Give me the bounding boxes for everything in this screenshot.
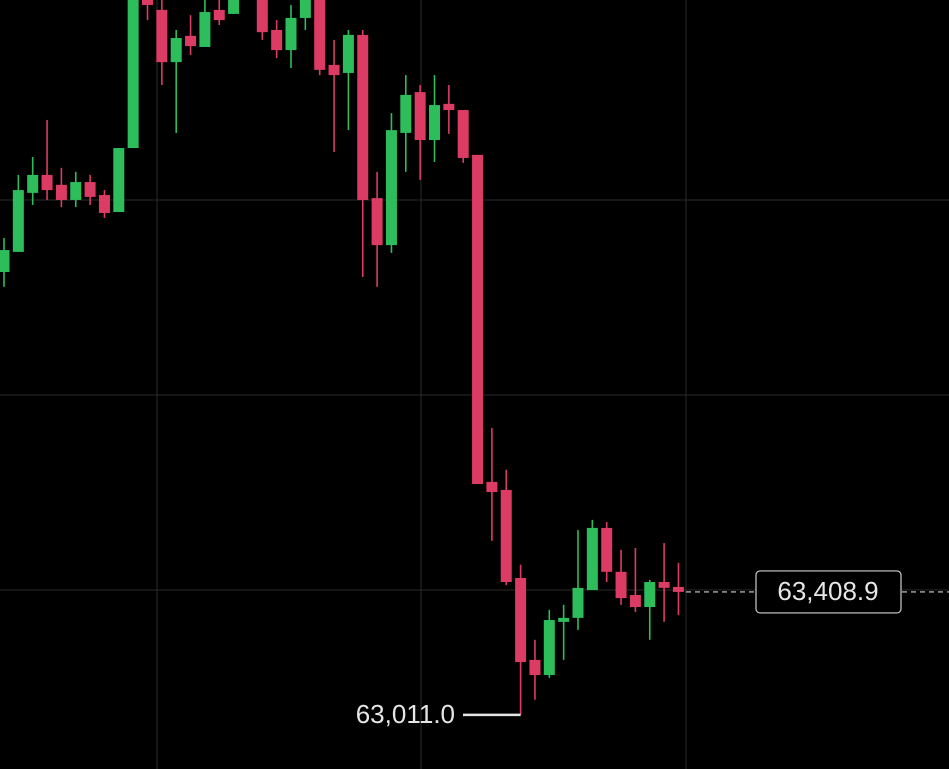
candle-body xyxy=(400,94,412,133)
candle-body xyxy=(113,148,125,213)
candle-body xyxy=(357,34,369,200)
candle-body xyxy=(615,571,627,599)
candle-body xyxy=(314,0,326,70)
candle-body xyxy=(299,0,311,18)
candle-body xyxy=(12,190,24,252)
candle-body xyxy=(98,195,110,213)
candle-body xyxy=(558,617,570,622)
candle-body xyxy=(156,9,168,63)
candle-body xyxy=(672,586,684,592)
last-price-label: 63,408.9 xyxy=(777,576,878,606)
candle-body xyxy=(500,489,512,583)
candle-body xyxy=(55,184,67,200)
candle-body xyxy=(328,64,340,76)
candle-body xyxy=(629,594,641,608)
candles xyxy=(0,0,684,715)
candle-body xyxy=(27,174,39,193)
candle-body xyxy=(486,481,498,493)
candle-body xyxy=(443,103,455,111)
candle-body xyxy=(213,9,225,21)
candle-body xyxy=(572,587,584,618)
overlay: 63,408.9 63,011.0 xyxy=(356,570,949,729)
candle-body xyxy=(285,17,297,51)
candle-body xyxy=(185,35,197,47)
candle-body xyxy=(0,250,10,272)
candle-body xyxy=(385,130,397,246)
candle-body xyxy=(70,182,82,200)
candle-body xyxy=(457,110,469,158)
low-marker-label: 63,011.0 xyxy=(356,699,455,729)
candle-body xyxy=(644,582,656,608)
candle-body xyxy=(41,174,53,191)
candle-body xyxy=(472,154,484,485)
candle-body xyxy=(127,0,139,149)
candle-body xyxy=(414,92,426,141)
candle-body xyxy=(529,659,541,676)
candle-body xyxy=(658,582,670,588)
candle-body xyxy=(601,527,613,572)
candle-body xyxy=(142,0,153,5)
candle-body xyxy=(586,527,598,591)
candle-body xyxy=(199,12,211,47)
candle-body xyxy=(371,198,383,246)
candle-body xyxy=(84,182,96,197)
last-price-box xyxy=(755,570,902,614)
candle-body xyxy=(342,34,354,73)
candle-body xyxy=(429,105,440,141)
candle-body xyxy=(515,577,527,663)
candle-body xyxy=(543,620,555,676)
candle-body xyxy=(170,38,182,63)
candle-body xyxy=(256,0,268,33)
candle-body xyxy=(271,29,283,51)
candle-body xyxy=(228,0,240,14)
